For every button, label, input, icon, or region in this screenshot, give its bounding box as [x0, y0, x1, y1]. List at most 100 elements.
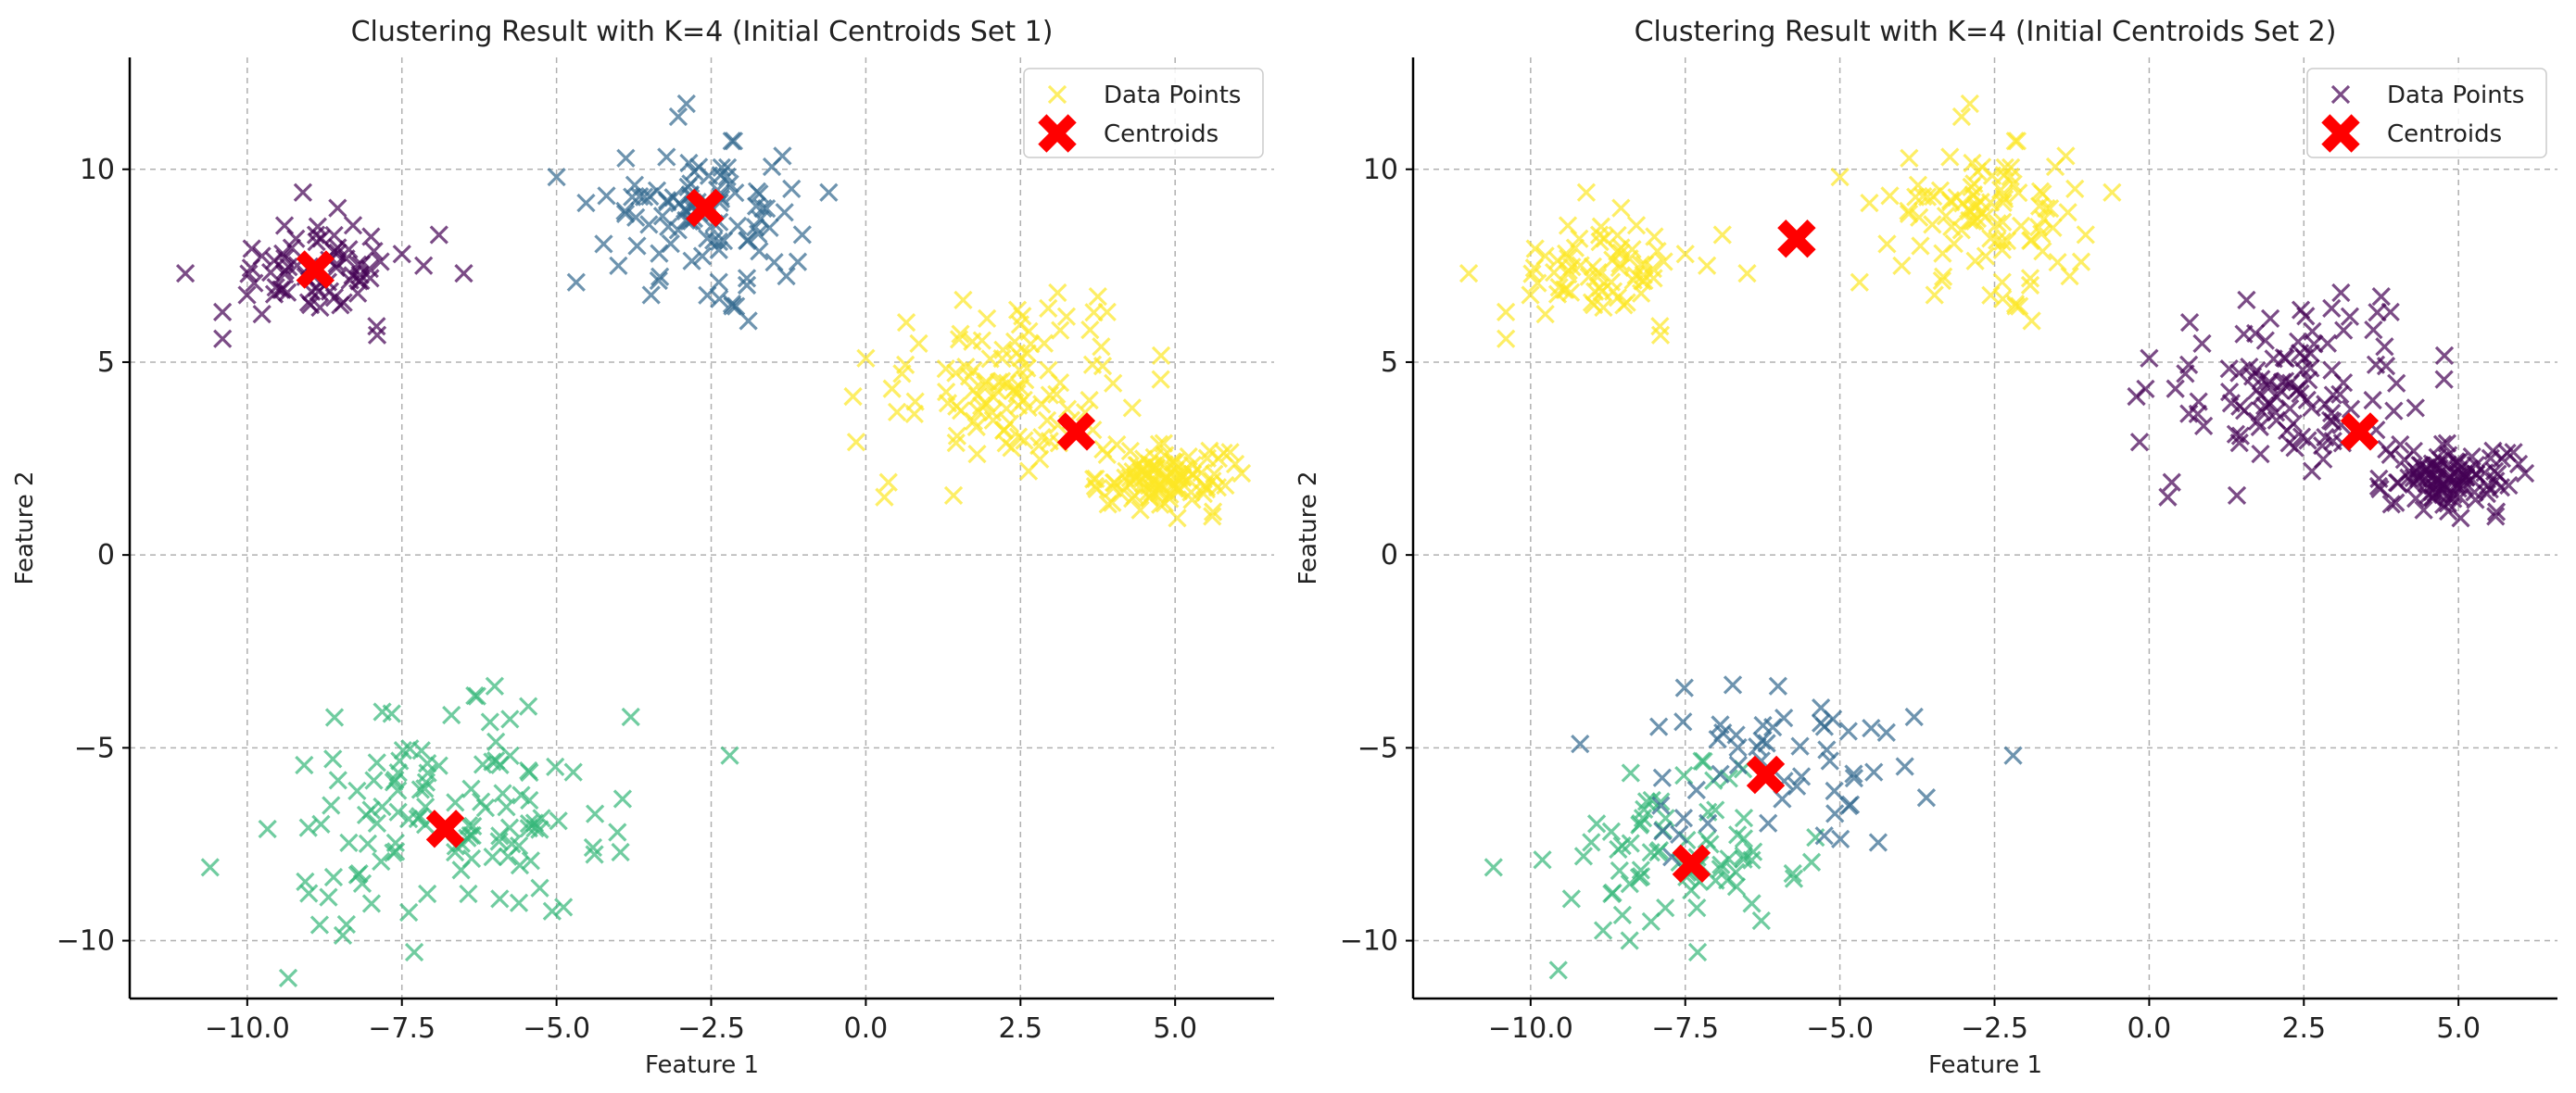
data-point [461, 779, 481, 798]
data-point [1830, 167, 1850, 187]
data-point [972, 396, 991, 416]
data-point [1817, 740, 1837, 760]
data-point [2260, 308, 2280, 328]
data-point [1522, 264, 1542, 283]
data-point [1675, 245, 1695, 264]
data-point [1910, 207, 1929, 227]
data-point [2449, 460, 2469, 480]
y-tick-label: −10 [57, 925, 115, 958]
data-point [682, 251, 701, 270]
data-point [1571, 735, 1590, 754]
data-point [946, 433, 966, 453]
x-tick-label: 5.0 [1153, 1012, 1197, 1045]
data-point [1586, 814, 1607, 834]
data-point [1560, 283, 1581, 302]
data-point [1559, 264, 1578, 284]
data-point [676, 94, 696, 114]
data-point [1648, 242, 1667, 261]
data-point [1104, 472, 1124, 493]
data-point [1880, 186, 1900, 206]
data-point [2386, 493, 2406, 512]
y-tick-label: 5 [1381, 346, 1398, 379]
data-point [1521, 285, 1540, 305]
data-point [486, 751, 506, 771]
data-point [2065, 179, 2085, 198]
data-point [597, 186, 616, 206]
x-tick-label: −2.5 [677, 1012, 745, 1045]
data-point [1039, 360, 1058, 380]
data-point [1621, 763, 1640, 783]
data-point [323, 749, 343, 769]
data-point [343, 216, 363, 235]
data-point [299, 884, 319, 903]
data-points [175, 94, 1252, 987]
data-point [623, 187, 642, 207]
data-point [277, 283, 297, 302]
legend-box [1023, 68, 1264, 158]
data-point [2375, 337, 2394, 357]
data-point [1734, 849, 1753, 869]
data-point [519, 697, 538, 716]
data-point [2056, 146, 2076, 166]
y-tick-label: 0 [97, 539, 115, 572]
data-point [2504, 443, 2523, 462]
data-point [2189, 392, 2208, 411]
data-point [324, 225, 344, 245]
data-point [1868, 833, 1888, 852]
data-point [657, 191, 677, 210]
data-point [1017, 358, 1037, 378]
data-point [2288, 332, 2308, 351]
data-point [1995, 157, 2014, 177]
data-point [286, 229, 306, 248]
data-point [1602, 884, 1622, 904]
data-point [1892, 256, 1912, 275]
data-point [980, 349, 1000, 369]
data-point [486, 732, 506, 751]
data-points [1458, 94, 2535, 980]
data-point [459, 884, 478, 904]
data-point [2020, 269, 2040, 288]
data-point [2136, 379, 2155, 399]
data-point [566, 272, 586, 292]
data-point [308, 217, 327, 236]
data-point [2219, 383, 2240, 402]
data-point [773, 146, 792, 166]
data-point [2384, 401, 2404, 421]
data-point [415, 779, 435, 798]
data-point [1994, 166, 2014, 185]
data-point [1711, 764, 1730, 784]
data-point [490, 889, 510, 909]
x-tick-label: −7.5 [1651, 1012, 1719, 1045]
data-point [909, 333, 928, 353]
data-point [1196, 480, 1216, 499]
data-point [1576, 182, 1597, 202]
data-point [1608, 225, 1627, 245]
data-point [2226, 424, 2246, 444]
data-point [1686, 780, 1706, 800]
data-point [2316, 427, 2335, 447]
data-point [943, 485, 964, 505]
data-point [1032, 427, 1052, 447]
data-point [2140, 348, 2159, 368]
data-point [364, 771, 384, 790]
data-point [2296, 307, 2316, 326]
data-point [360, 269, 380, 288]
centroid-marker [1056, 412, 1096, 451]
data-point [1783, 863, 1802, 884]
data-point [473, 755, 493, 774]
centroid-marker [296, 250, 335, 289]
data-point [2043, 218, 2063, 237]
data-point [1936, 207, 1956, 226]
centroid-marker [1746, 755, 1786, 795]
data-point [1757, 734, 1776, 753]
x-tick-label: −5.0 [1806, 1012, 1874, 1045]
data-point [956, 357, 976, 377]
data-point [398, 810, 419, 829]
data-point [1650, 325, 1671, 345]
data-point [1635, 799, 1654, 819]
data-point [2301, 358, 2320, 378]
data-point [1601, 822, 1622, 841]
y-tick-label: −5 [1357, 732, 1398, 764]
data-point [1812, 713, 1831, 733]
y-tick-label: 10 [1363, 154, 1398, 186]
